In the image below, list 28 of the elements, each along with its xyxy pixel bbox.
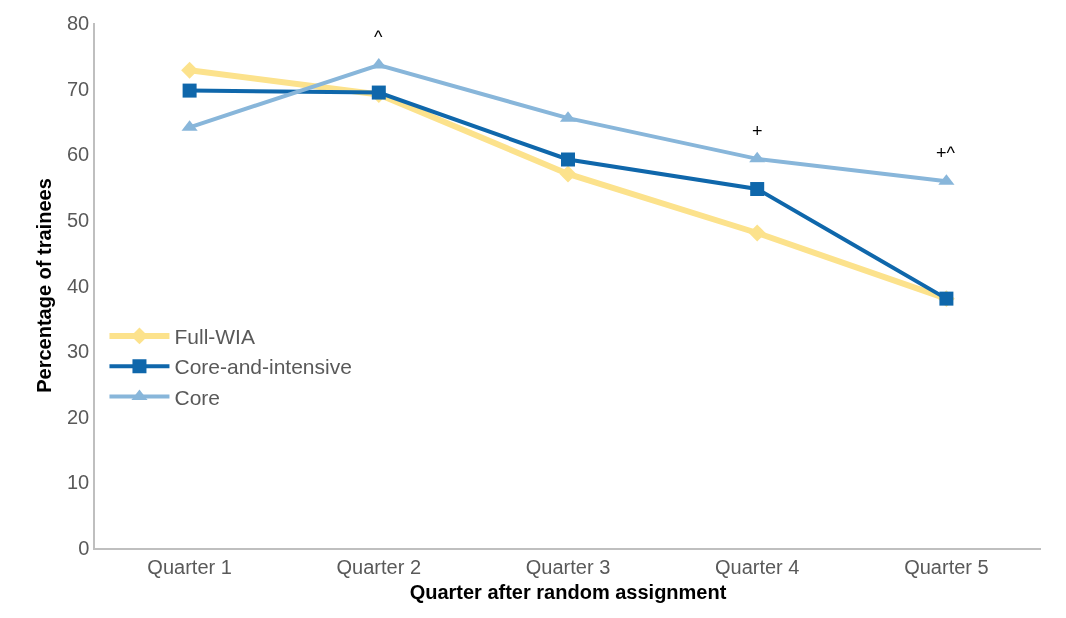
annotation: +^	[936, 143, 956, 163]
y-tick-label: 30	[67, 340, 90, 363]
y-tick-label: 80	[67, 12, 90, 34]
annotation: ^	[374, 27, 383, 47]
point	[748, 224, 766, 242]
y-tick-label: 0	[78, 537, 90, 559]
legend-label: Full-WIA	[174, 325, 255, 349]
legend-label: Core	[174, 385, 220, 409]
point	[750, 182, 765, 197]
y-tick-label: 10	[67, 471, 90, 494]
y-tick-label: 60	[67, 143, 90, 166]
y-tick-label: 50	[67, 208, 90, 231]
point	[749, 151, 766, 163]
x-tick-label: Quarter 5	[904, 555, 989, 578]
point	[182, 83, 197, 98]
y-tick-label: 40	[67, 274, 90, 297]
annotation: +	[752, 121, 763, 141]
x-tick-label: Quarter 1	[147, 555, 232, 578]
x-tick-label: Quarter 4	[714, 555, 800, 578]
point	[559, 165, 577, 183]
y-axis-title: Percentage of trainees	[33, 178, 55, 393]
x-tick-label: Quarter 2	[336, 555, 422, 578]
point	[561, 152, 575, 167]
legend-label: Core-and-intensive	[174, 355, 352, 379]
x-axis-title: Quarter after random assignment	[409, 580, 727, 603]
x-tick-label: Quarter 3	[525, 555, 611, 578]
y-tick-label: 70	[67, 77, 90, 100]
y-tick-label: 20	[67, 405, 90, 428]
